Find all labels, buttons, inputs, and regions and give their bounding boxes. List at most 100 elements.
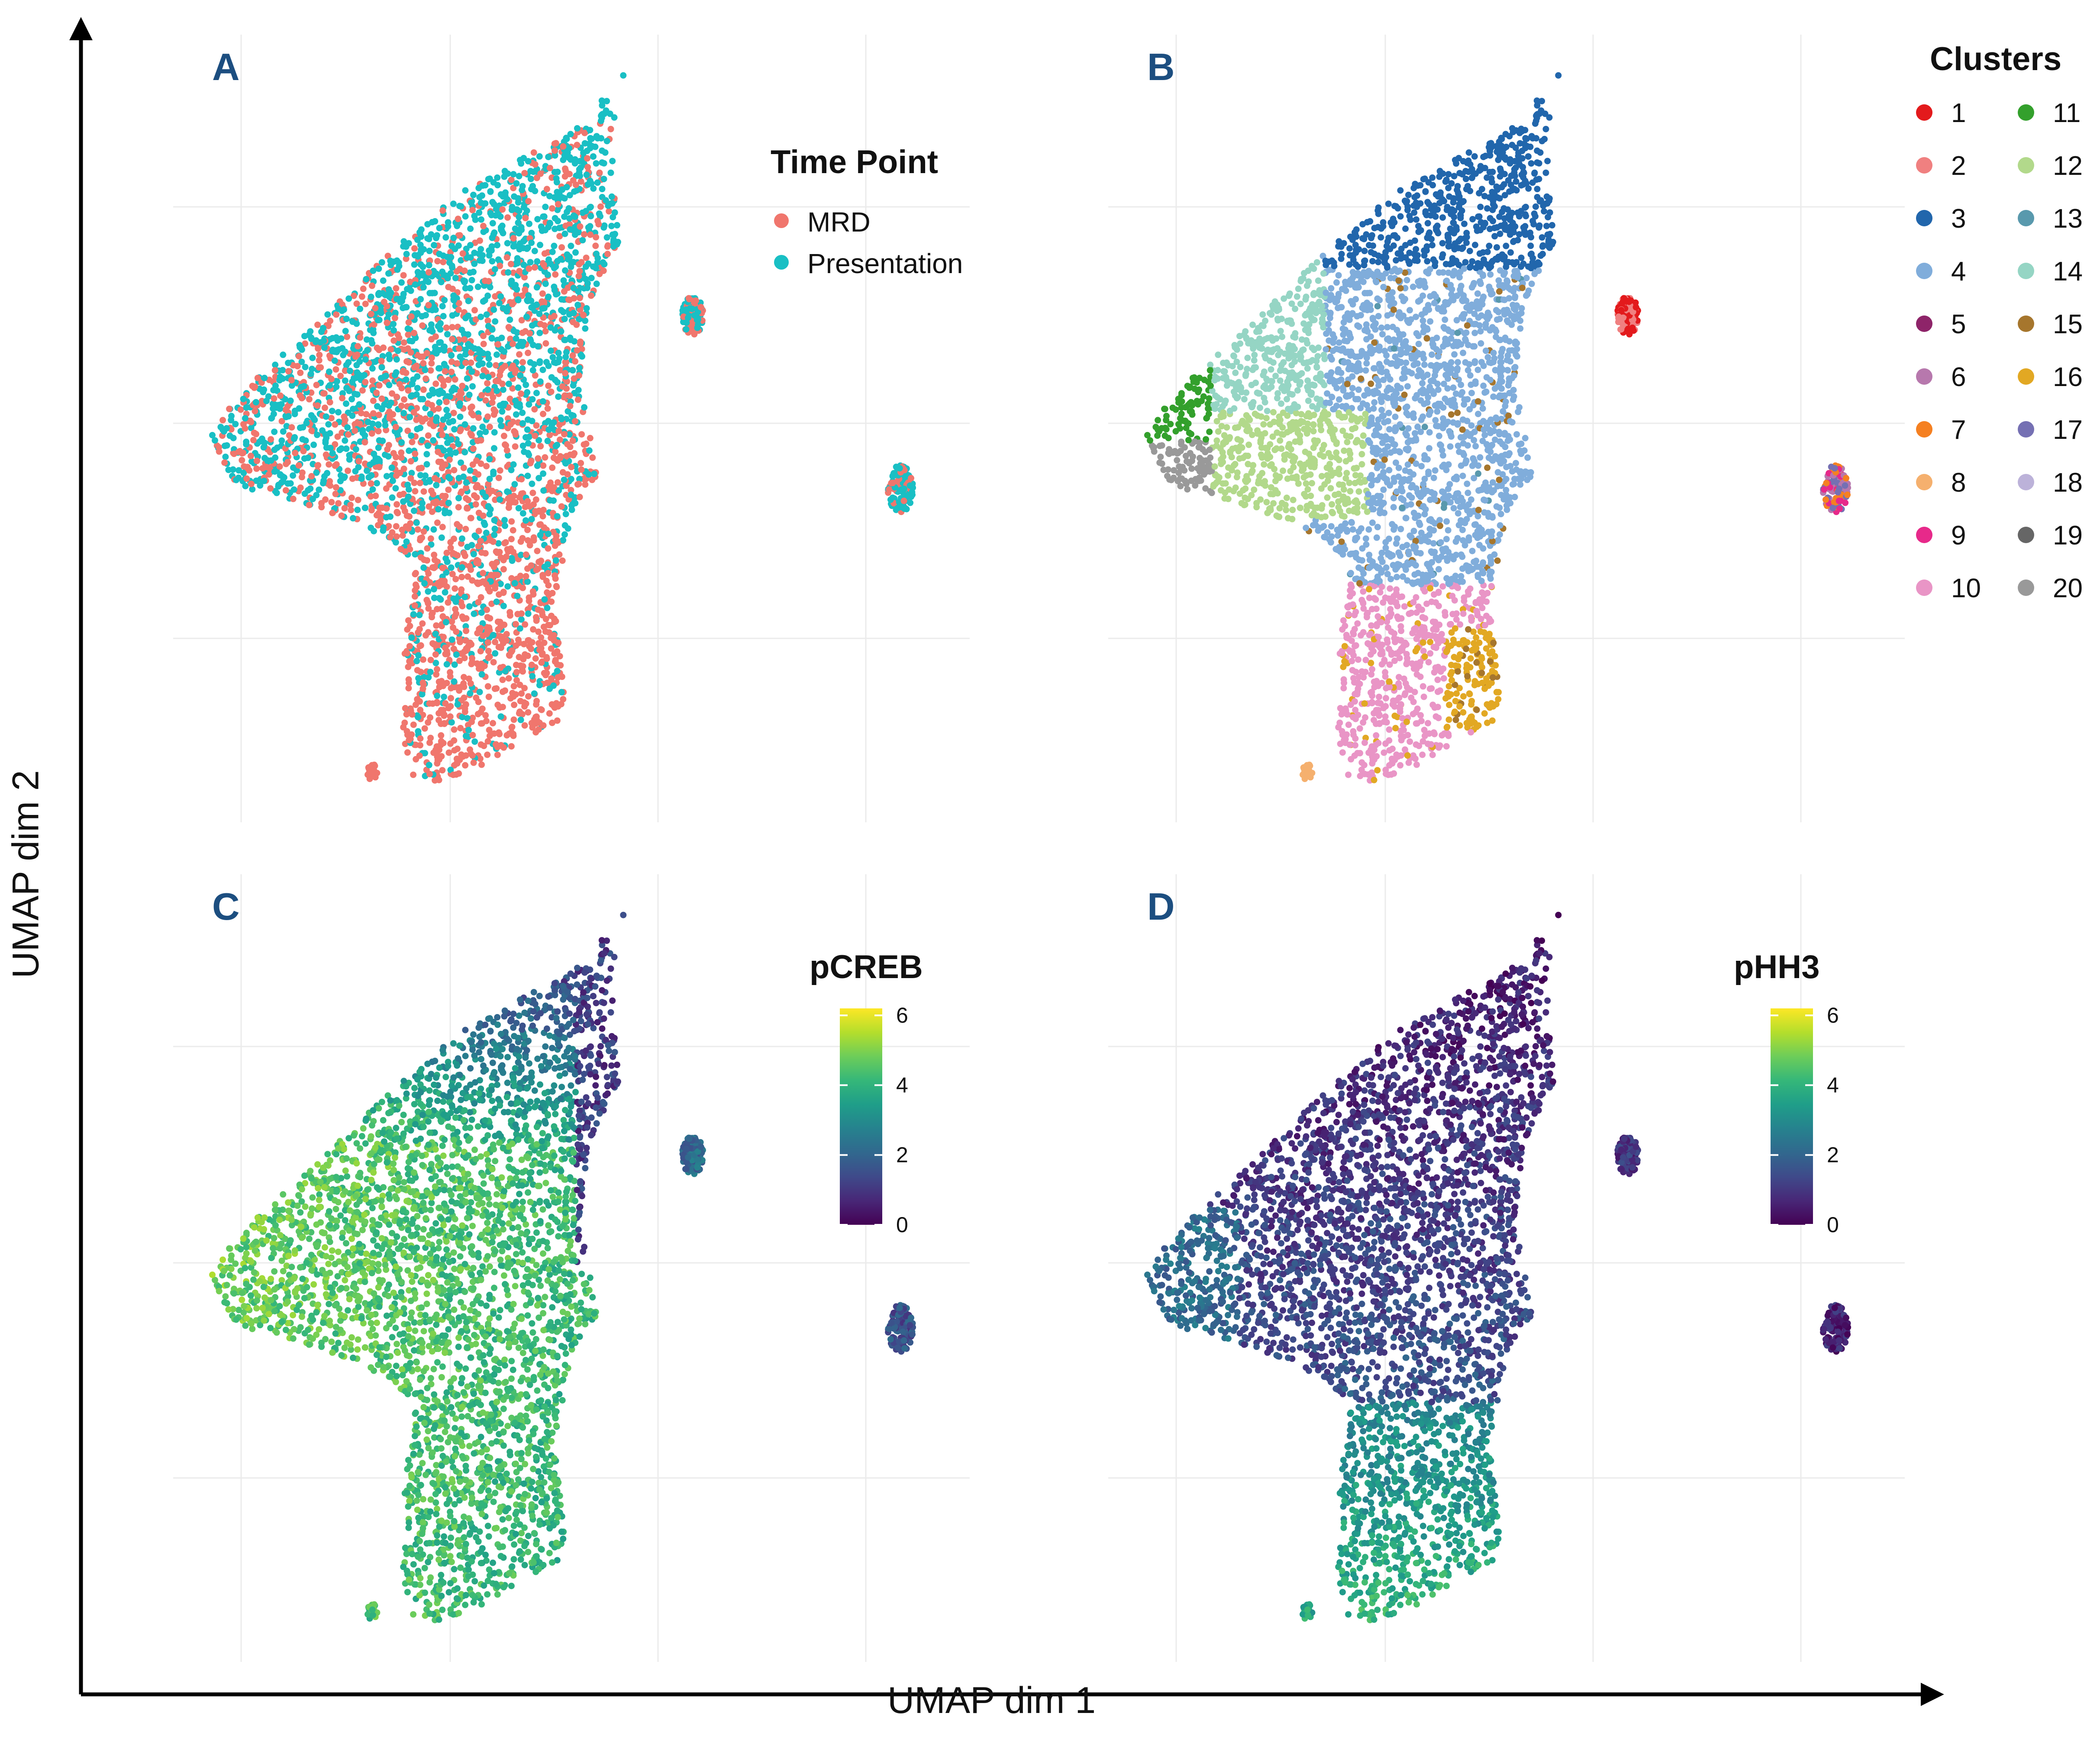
data-point [403, 538, 410, 545]
data-point [451, 726, 458, 733]
data-point [523, 245, 530, 252]
data-point [471, 307, 478, 314]
data-point [302, 364, 309, 370]
data-point [552, 443, 559, 450]
data-point [546, 219, 553, 226]
data-point [479, 360, 486, 367]
data-point [347, 367, 353, 374]
data-point [495, 341, 501, 348]
data-point [511, 428, 518, 435]
data-point [361, 372, 368, 379]
data-point [606, 208, 613, 215]
data-point [536, 153, 543, 160]
data-point [424, 221, 431, 228]
data-point [516, 494, 523, 501]
data-point [582, 325, 589, 332]
data-point [404, 626, 411, 633]
data-point [543, 186, 550, 193]
data-point [453, 755, 460, 762]
data-point [537, 531, 544, 538]
data-point [1544, 158, 1551, 164]
data-point [490, 659, 497, 666]
data-point [554, 513, 561, 520]
data-point [372, 358, 378, 365]
data-point [387, 534, 394, 541]
data-point [374, 344, 381, 351]
data-point [484, 380, 491, 387]
data-point [248, 480, 255, 487]
data-point [480, 570, 487, 576]
data-point [486, 175, 493, 182]
data-point [458, 564, 465, 571]
data-point [348, 396, 355, 402]
data-point [523, 207, 530, 214]
data-point [555, 674, 561, 681]
data-point [1453, 690, 1460, 697]
data-point [685, 314, 691, 321]
data-point [357, 306, 364, 312]
data-point [1455, 359, 1461, 366]
data-point [426, 269, 432, 276]
legend-label: Presentation [807, 248, 963, 279]
data-point [1426, 429, 1433, 436]
data-point [407, 475, 414, 482]
data-point [491, 445, 497, 452]
data-point [511, 702, 518, 708]
data-point [561, 431, 568, 438]
data-point [439, 767, 446, 774]
data-point [297, 424, 303, 431]
data-point [452, 613, 458, 620]
data-point [538, 634, 545, 641]
data-point [557, 367, 564, 373]
data-point [593, 133, 600, 140]
data-point [419, 353, 426, 360]
data-point [574, 302, 581, 309]
data-point [446, 393, 453, 400]
data-point [417, 735, 424, 742]
data-point [510, 683, 517, 690]
data-point [443, 324, 450, 331]
data-point [376, 382, 383, 389]
data-point [526, 220, 532, 227]
data-point [415, 652, 422, 659]
data-point [449, 312, 456, 319]
data-point [431, 551, 438, 558]
data-point [581, 404, 588, 411]
data-point [292, 450, 299, 457]
data-point [399, 526, 406, 533]
data-point [386, 413, 393, 420]
data-point [489, 258, 496, 265]
data-point [555, 639, 562, 646]
data-point [417, 261, 424, 268]
data-point [340, 306, 347, 313]
data-point [504, 214, 511, 221]
data-point [373, 512, 380, 518]
data-point [579, 237, 586, 244]
data-point [480, 350, 486, 357]
data-point [488, 212, 495, 219]
data-point [446, 447, 453, 454]
data-point [528, 297, 535, 304]
data-point [540, 261, 547, 268]
data-point [461, 550, 468, 557]
data-point [325, 421, 332, 428]
data-point [223, 442, 230, 449]
legend-label: MRD [807, 206, 871, 238]
data-point [499, 408, 506, 415]
data-point [321, 344, 328, 351]
data-point [322, 404, 328, 411]
data-point [380, 277, 387, 284]
data-point [537, 443, 544, 450]
data-point [282, 487, 289, 494]
data-point [435, 717, 442, 724]
data-point [1450, 505, 1457, 512]
data-point [461, 336, 468, 343]
data-point [251, 384, 258, 391]
data-point [398, 449, 405, 456]
data-point [540, 470, 547, 477]
data-point [387, 258, 394, 264]
data-point [497, 467, 503, 474]
data-point [557, 255, 564, 262]
data-point [377, 375, 384, 382]
data-point [506, 609, 513, 616]
